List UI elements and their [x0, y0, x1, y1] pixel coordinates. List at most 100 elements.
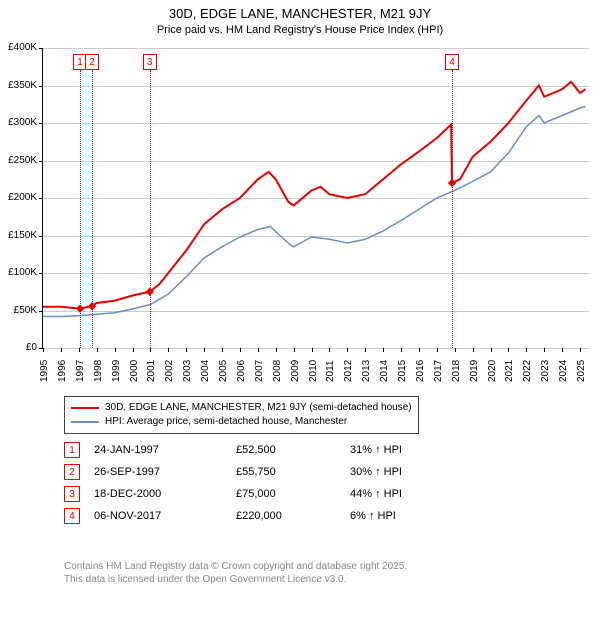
footer-line1: Contains HM Land Registry data © Crown c…: [64, 560, 407, 573]
xtick-label: 2024: [558, 360, 569, 382]
ytick-label: £150K: [8, 230, 37, 241]
xtick: [312, 348, 313, 352]
table-row: 124-JAN-1997£52,50031% HPI: [64, 442, 480, 458]
xtick-label: 2018: [451, 360, 462, 382]
xtick-label: 2009: [290, 360, 301, 382]
arrow-up-icon: [375, 444, 381, 456]
marker-guideline: [80, 70, 81, 348]
footer-line2: This data is licensed under the Open Gov…: [64, 573, 407, 586]
sale-number-box: 4: [64, 508, 80, 524]
chart-subtitle: Price paid vs. HM Land Registry's House …: [0, 24, 600, 36]
sale-number-box: 2: [64, 464, 80, 480]
xtick-label: 2006: [236, 360, 247, 382]
xtick: [580, 348, 581, 352]
ytick-label: £0: [26, 342, 37, 353]
xtick: [61, 348, 62, 352]
legend-row: HPI: Average price, semi-detached house,…: [71, 415, 412, 429]
sale-price: £75,000: [236, 488, 336, 500]
ytick-label: £300K: [8, 117, 37, 128]
xtick: [383, 348, 384, 352]
xtick: [186, 348, 187, 352]
xtick-label: 1997: [75, 360, 86, 382]
sale-pct-vs-hpi: 6% HPI: [350, 510, 480, 522]
xtick-label: 2001: [146, 360, 157, 382]
ytick-label: £100K: [8, 267, 37, 278]
xtick: [455, 348, 456, 352]
sale-date: 18-DEC-2000: [94, 488, 222, 500]
table-row: 318-DEC-2000£75,00044% HPI: [64, 486, 480, 502]
sale-pct-vs-hpi: 30% HPI: [350, 466, 480, 478]
ytick-label: £400K: [8, 42, 37, 53]
xtick: [329, 348, 330, 352]
marker-guideline: [150, 70, 151, 348]
sale-pct-vs-hpi: 31% HPI: [350, 444, 480, 456]
sale-number-box: 3: [64, 486, 80, 502]
xtick: [79, 348, 80, 352]
legend-label: 30D, EDGE LANE, MANCHESTER, M21 9JY (sem…: [105, 401, 412, 415]
xtick: [294, 348, 295, 352]
xtick-label: 2000: [129, 360, 140, 382]
xtick: [347, 348, 348, 352]
xtick: [365, 348, 366, 352]
xtick-label: 2021: [504, 360, 515, 382]
xtick: [526, 348, 527, 352]
xtick-label: 2023: [540, 360, 551, 382]
sale-date: 26-SEP-1997: [94, 466, 222, 478]
plot-area: £0£50K£100K£150K£200K£250K£300K£350K£400…: [42, 48, 589, 349]
xtick: [562, 348, 563, 352]
xtick: [437, 348, 438, 352]
xtick: [419, 348, 420, 352]
arrow-up-icon: [375, 488, 381, 500]
xtick-label: 2020: [487, 360, 498, 382]
xtick-label: 2019: [469, 360, 480, 382]
xtick: [204, 348, 205, 352]
xtick-label: 2012: [343, 360, 354, 382]
xtick-label: 2002: [164, 360, 175, 382]
xtick: [97, 348, 98, 352]
xtick-label: 2011: [325, 360, 336, 382]
chart-page: { "title_line1": "30D, EDGE LANE, MANCHE…: [0, 0, 600, 620]
legend: 30D, EDGE LANE, MANCHESTER, M21 9JY (sem…: [64, 396, 419, 434]
xtick: [491, 348, 492, 352]
xtick-label: 2003: [182, 360, 193, 382]
xtick-label: 2015: [397, 360, 408, 382]
sale-number-box: 1: [64, 442, 80, 458]
xtick-label: 2013: [361, 360, 372, 382]
ytick-label: £50K: [14, 305, 37, 316]
xtick: [222, 348, 223, 352]
xtick-label: 2010: [308, 360, 319, 382]
xtick-label: 2016: [415, 360, 426, 382]
sale-date: 06-NOV-2017: [94, 510, 222, 522]
xtick: [43, 348, 44, 352]
xtick-label: 1996: [57, 360, 68, 382]
xtick-label: 2005: [218, 360, 229, 382]
arrow-up-icon: [369, 510, 375, 522]
xtick-label: 1998: [93, 360, 104, 382]
series-line-price_paid: [43, 82, 585, 309]
xtick: [258, 348, 259, 352]
marker-guideline: [92, 70, 93, 348]
xtick: [544, 348, 545, 352]
xtick-label: 1999: [111, 360, 122, 382]
marker-box: 4: [445, 54, 459, 70]
xtick-label: 2017: [433, 360, 444, 382]
xtick: [168, 348, 169, 352]
sale-price: £55,750: [236, 466, 336, 478]
sales-table: 124-JAN-1997£52,50031% HPI226-SEP-1997£5…: [64, 442, 480, 530]
legend-swatch: [71, 421, 99, 423]
xtick-label: 2022: [522, 360, 533, 382]
chart-title: 30D, EDGE LANE, MANCHESTER, M21 9JY: [0, 6, 600, 21]
xtick: [473, 348, 474, 352]
legend-swatch: [71, 407, 99, 409]
xtick: [133, 348, 134, 352]
ytick-label: £350K: [8, 80, 37, 91]
xtick-label: 2008: [272, 360, 283, 382]
sale-price: £52,500: [236, 444, 336, 456]
xtick-label: 1995: [39, 360, 50, 382]
table-row: 2 26-SEP-1997 £55,750 30% HPI: [64, 464, 480, 480]
sale-price: £220,000: [236, 510, 336, 522]
marker-box: 2: [85, 54, 99, 70]
xtick: [508, 348, 509, 352]
footer-attribution: Contains HM Land Registry data © Crown c…: [64, 560, 407, 586]
table-row: 4 06-NOV-2017 £220,000 6% HPI: [64, 508, 480, 524]
